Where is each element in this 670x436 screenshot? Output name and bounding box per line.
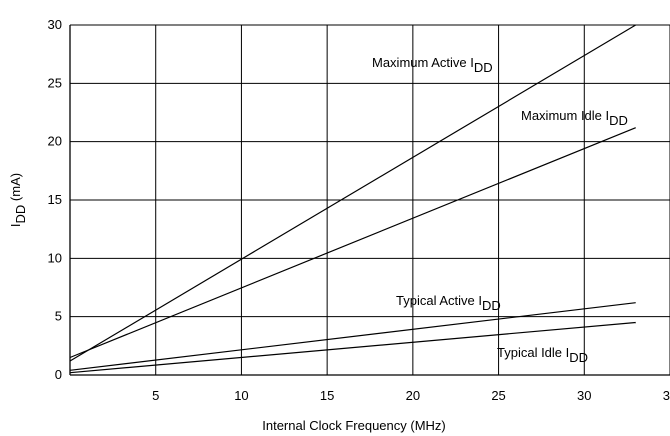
- x-tick-label: 35: [663, 388, 670, 403]
- y-tick-label: 30: [48, 17, 62, 32]
- series-line-1: [69, 127, 636, 359]
- tick-labels: 5 10 15 20 25 30 35 0 5 10 15 20 25 30: [48, 17, 670, 403]
- y-axis-label: IDD (mA): [8, 173, 28, 227]
- series-line-2: [69, 302, 636, 371]
- y-tick-label: 10: [48, 250, 62, 265]
- grid: [69, 24, 670, 376]
- series-label-maximum-active: Maximum Active IDD: [372, 55, 493, 75]
- y-tick-label: 25: [48, 75, 62, 90]
- x-tick-label: 5: [152, 388, 159, 403]
- y-tick-label: 0: [55, 367, 62, 382]
- series-label-typical-active: Typical Active IDD: [396, 293, 501, 313]
- series-line-0: [69, 24, 637, 362]
- y-tick-label: 15: [48, 192, 62, 207]
- x-tick-label: 30: [577, 388, 591, 403]
- y-tick-label: 20: [48, 134, 62, 149]
- x-tick-label: 10: [234, 388, 248, 403]
- x-axis-label: Internal Clock Frequency (MHz): [262, 418, 446, 433]
- x-tick-label: 25: [491, 388, 505, 403]
- series-label-typical-idle: Typical Idle IDD: [497, 345, 588, 365]
- series-lines: [69, 24, 637, 374]
- x-tick-label: 15: [320, 388, 334, 403]
- series-line-3: [69, 321, 636, 374]
- y-tick-label: 5: [55, 309, 62, 324]
- series-label-maximum-idle: Maximum Idle IDD: [521, 108, 628, 128]
- x-tick-label: 20: [406, 388, 420, 403]
